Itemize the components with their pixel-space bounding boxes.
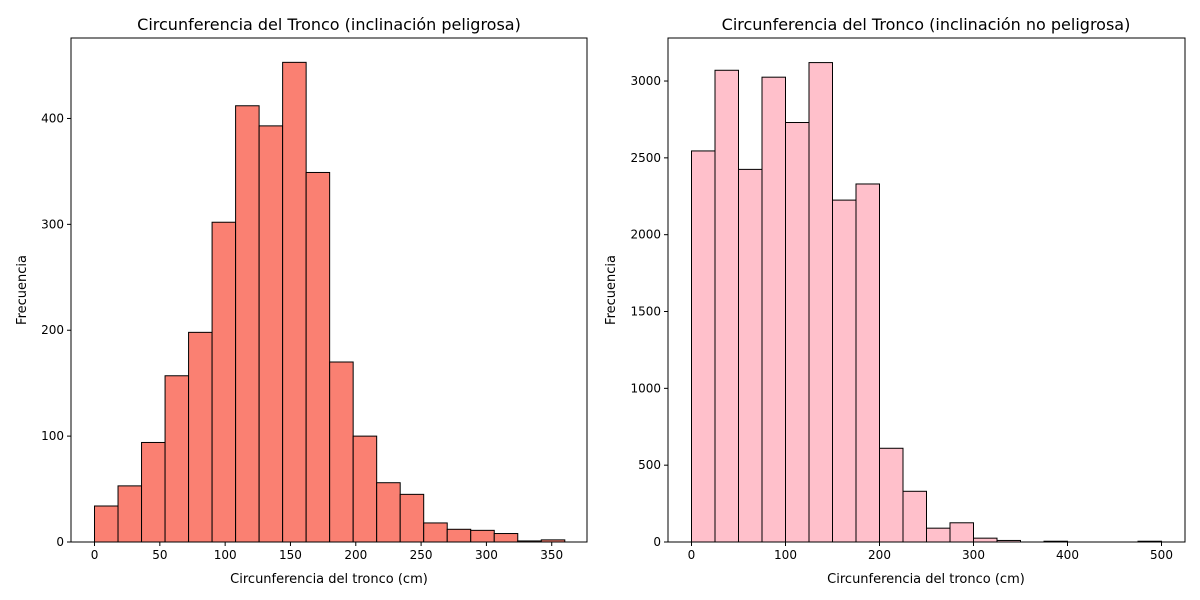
histogram-dangerous-tilt: Circunferencia del Tronco (inclinación p… [15,15,588,587]
histogram-bar [352,435,378,543]
x-axis-label: Circunferencia del tronco (cm) [230,572,428,587]
y-tick-label: 3000 [630,74,661,88]
x-tick-label: 100 [214,548,237,562]
x-tick-label: 200 [344,548,367,562]
y-axis-ticks: 0 500 1000 1500 2000 2500 3000 [630,74,668,549]
x-tick-label: 500 [1150,548,1173,562]
plot-frame [667,37,1186,543]
histogram-bar [761,76,786,543]
histogram-bar [188,331,213,543]
histogram-bar [855,183,880,543]
x-axis-ticks: 0 50 100 150 200 250 300 350 [91,542,563,562]
x-tick-label: 400 [1056,548,1079,562]
histogram-bar [691,150,716,543]
x-axis-ticks: 0 100 200 300 400 500 [688,542,1173,562]
histogram-bar [376,482,401,543]
x-tick-label: 0 [91,548,99,562]
histogram-bar [235,105,260,543]
x-tick-label: 0 [688,548,696,562]
y-axis-label: Frecuencia [15,255,30,325]
x-tick-label: 300 [962,548,985,562]
histogram-bar [399,493,425,543]
y-tick-label: 300 [41,217,64,231]
histogram-bar [94,505,119,543]
plot-frame [70,37,588,543]
y-tick-label: 200 [41,323,64,337]
histogram-bar [305,171,331,543]
histogram-bar [164,375,190,543]
histogram-bar [926,527,951,543]
x-tick-label: 50 [152,548,167,562]
histogram-bar [470,529,495,543]
bars [94,61,566,543]
histogram-bar [714,69,739,543]
y-axis-label: Frecuencia [604,255,619,325]
x-tick-label: 150 [279,548,302,562]
histogram-bar [141,441,166,543]
histogram-bar [785,122,810,543]
histogram-bar [423,522,448,543]
histogram-bar [493,533,519,543]
y-tick-label: 0 [56,535,64,549]
y-tick-label: 0 [653,535,661,549]
chart-title: Circunferencia del Tronco (inclinación n… [722,15,1131,34]
histogram-non-dangerous-tilt: Circunferencia del Tronco (inclinación n… [604,15,1186,587]
histogram-bar [879,447,904,543]
y-tick-label: 500 [638,458,661,472]
x-tick-label: 100 [774,548,797,562]
x-axis-label: Circunferencia del tronco (cm) [827,572,1025,587]
y-tick-label: 400 [41,111,64,125]
chart-title: Circunferencia del Tronco (inclinación p… [137,15,521,34]
histogram-bar [973,537,998,543]
x-tick-label: 350 [540,548,563,562]
histogram-bar [117,485,143,543]
histogram-bar [446,528,472,543]
histogram-bar [949,522,974,543]
histogram-bar [808,62,833,543]
x-tick-label: 250 [410,548,433,562]
y-tick-label: 100 [41,429,64,443]
histogram-bar [211,221,237,543]
histogram-bar [258,125,284,543]
histogram-bar [902,490,927,543]
y-tick-label: 2000 [630,228,661,242]
y-axis-ticks: 0 100 200 300 400 [41,111,71,549]
x-tick-label: 300 [475,548,498,562]
y-tick-label: 1500 [630,305,661,319]
histogram-bar [832,199,857,543]
x-tick-label: 200 [868,548,891,562]
histogram-bar [738,168,763,543]
y-tick-label: 1000 [630,381,661,395]
histogram-bar [282,61,307,543]
histogram-bar [329,361,354,543]
y-tick-label: 2500 [630,151,661,165]
